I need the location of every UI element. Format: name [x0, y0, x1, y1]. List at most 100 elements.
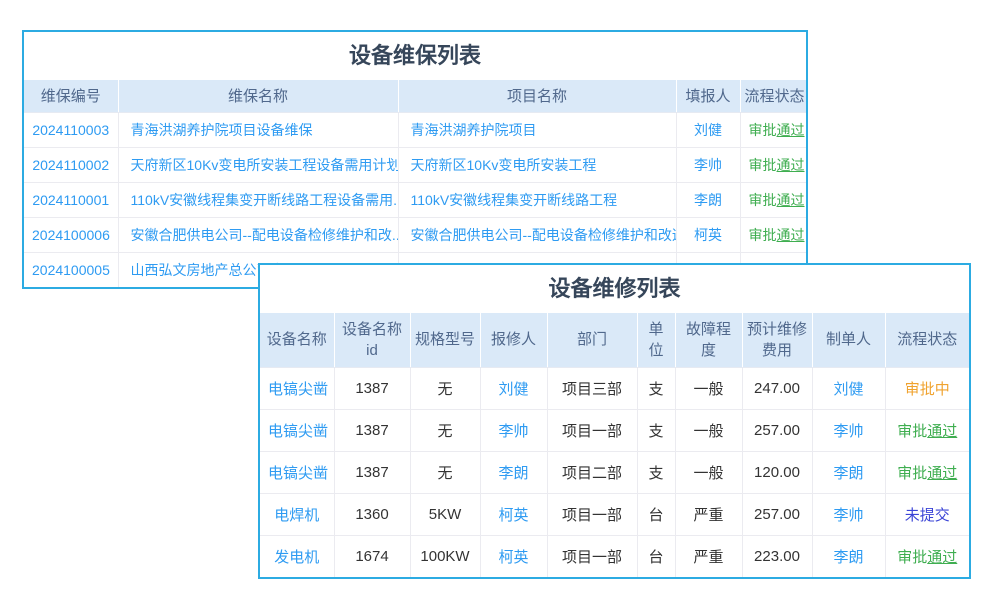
- column-header-reporter: 填报人: [676, 80, 741, 113]
- column-header-fault-level: 故障程度: [675, 313, 743, 368]
- maintenance-id-cell[interactable]: 2024110002: [24, 146, 119, 182]
- repair-table: 设备名称 设备名称id 规格型号 报修人 部门 单位 故障程度 预计维修费用 制单人 流程状态 电…: [260, 313, 969, 577]
- creator-cell[interactable]: 李朗: [812, 534, 886, 577]
- column-header-device-name: 设备名称: [260, 313, 335, 368]
- column-header-maintenance-id: 维保编号: [24, 80, 119, 113]
- unit-cell: 台: [637, 492, 676, 535]
- creator-cell[interactable]: 刘健: [812, 367, 886, 409]
- estimated-cost-cell: 223.00: [742, 534, 813, 577]
- repair-reporter-cell[interactable]: 刘健: [480, 367, 548, 409]
- department-cell: 项目三部: [547, 367, 638, 409]
- spec-model-cell: 100KW: [410, 534, 481, 577]
- unit-cell: 支: [637, 367, 676, 409]
- spec-model-cell: 无: [410, 408, 481, 451]
- department-cell: 项目二部: [547, 450, 638, 493]
- device-name-cell[interactable]: 电焊机: [260, 492, 335, 535]
- repair-reporter-cell[interactable]: 李帅: [480, 408, 548, 451]
- spec-model-cell: 无: [410, 450, 481, 493]
- project-name-cell[interactable]: 安徽合肥供电公司--配电设备检修维护和改造: [398, 216, 677, 252]
- status-cell[interactable]: 未提交: [885, 492, 969, 535]
- maintenance-list-card: 设备维保列表 维保编号 维保名称 项目名称 填报人 流程状态 2024110003 青海洪…: [22, 30, 808, 289]
- repair-header-row: 设备名称 设备名称id 规格型号 报修人 部门 单位 故障程度 预计维修费用 制单人 流程状态: [260, 313, 969, 368]
- column-header-spec-model: 规格型号: [410, 313, 481, 368]
- device-id-cell: 1387: [334, 408, 411, 451]
- fault-level-cell: 严重: [675, 534, 743, 577]
- fault-level-cell: 一般: [675, 450, 743, 493]
- estimated-cost-cell: 257.00: [742, 408, 813, 451]
- table-row: 2024110002 天府新区10Kv变电所安装工程设备需用计划 天府新区10Kv变…: [24, 146, 806, 182]
- department-cell: 项目一部: [547, 492, 638, 535]
- maintenance-name-cell[interactable]: 天府新区10Kv变电所安装工程设备需用计划: [118, 146, 399, 182]
- fault-level-cell: 一般: [675, 408, 743, 451]
- device-name-cell[interactable]: 电镐尖凿: [260, 408, 335, 451]
- estimated-cost-cell: 257.00: [742, 492, 813, 535]
- department-cell: 项目一部: [547, 534, 638, 577]
- maintenance-id-cell[interactable]: 2024110003: [24, 112, 119, 147]
- device-id-cell: 1360: [334, 492, 411, 535]
- maintenance-table-body: 2024110003 青海洪湖养护院项目设备维保 青海洪湖养护院项目 刘健 审批通过 20…: [24, 112, 806, 287]
- reporter-cell[interactable]: 柯英: [676, 216, 741, 252]
- status-link-text[interactable]: 通过: [927, 422, 958, 440]
- spec-model-cell: 无: [410, 367, 481, 409]
- repair-list-card: 设备维修列表 设备名称 设备名称id 规格型号 报修人 部门 单位 故障程度 预计维修费用 制单…: [258, 263, 971, 579]
- table-row: 电镐尖凿 1387 无李朗 项目二部支一般 120.00 李朗 审批通过: [260, 450, 969, 493]
- estimated-cost-cell: 120.00: [742, 450, 813, 493]
- status-link-text[interactable]: 通过: [776, 121, 805, 138]
- device-id-cell: 1387: [334, 367, 411, 409]
- unit-cell: 支: [637, 450, 676, 493]
- reporter-cell[interactable]: 李朗: [676, 181, 741, 217]
- column-header-unit: 单位: [637, 313, 676, 368]
- repair-reporter-cell[interactable]: 柯英: [480, 492, 548, 535]
- status-link-text[interactable]: 通过: [927, 464, 958, 482]
- status-link-text[interactable]: 通过: [927, 548, 958, 566]
- column-header-status: 流程状态: [740, 80, 806, 113]
- status-cell[interactable]: 审批通过: [740, 181, 806, 217]
- unit-cell: 支: [637, 408, 676, 451]
- repair-reporter-cell[interactable]: 李朗: [480, 450, 548, 493]
- fault-level-cell: 严重: [675, 492, 743, 535]
- status-cell[interactable]: 审批通过: [885, 534, 969, 577]
- maintenance-name-cell[interactable]: 青海洪湖养护院项目设备维保: [118, 112, 399, 147]
- maintenance-id-cell[interactable]: 2024100006: [24, 216, 119, 252]
- maintenance-id-cell[interactable]: 2024110001: [24, 181, 119, 217]
- status-cell[interactable]: 审批通过: [740, 216, 806, 252]
- column-header-status: 流程状态: [885, 313, 969, 368]
- maintenance-id-cell[interactable]: 2024100005: [24, 251, 119, 287]
- maintenance-header-row: 维保编号 维保名称 项目名称 填报人 流程状态: [24, 80, 806, 113]
- creator-cell[interactable]: 李朗: [812, 450, 886, 493]
- maintenance-table: 维保编号 维保名称 项目名称 填报人 流程状态 2024110003 青海洪湖养护院项目设…: [24, 80, 806, 287]
- status-link-text[interactable]: 通过: [776, 226, 805, 243]
- table-row: 电焊机 1360 5KW 柯英 项目一部台严重 257.00 李帅 未提交: [260, 492, 969, 535]
- reporter-cell[interactable]: 刘健: [676, 112, 741, 147]
- device-name-cell[interactable]: 电镐尖凿: [260, 367, 335, 409]
- status-cell[interactable]: 审批通过: [885, 408, 969, 451]
- department-cell: 项目一部: [547, 408, 638, 451]
- device-name-cell[interactable]: 发电机: [260, 534, 335, 577]
- project-name-cell[interactable]: 天府新区10Kv变电所安装工程: [398, 146, 677, 182]
- column-header-department: 部门: [547, 313, 638, 368]
- device-name-cell[interactable]: 电镐尖凿: [260, 450, 335, 493]
- device-id-cell: 1387: [334, 450, 411, 493]
- reporter-cell[interactable]: 李帅: [676, 146, 741, 182]
- table-row: 2024100006 安徽合肥供电公司--配电设备检修维护和改... 安徽合肥供电公…: [24, 216, 806, 252]
- device-id-cell: 1674: [334, 534, 411, 577]
- table-row: 电镐尖凿 1387 无李帅 项目一部支一般 257.00 李帅 审批通过: [260, 408, 969, 451]
- repair-list-title: 设备维修列表: [548, 276, 681, 301]
- creator-cell[interactable]: 李帅: [812, 492, 886, 535]
- status-link-text[interactable]: 通过: [776, 156, 805, 173]
- status-link-text[interactable]: 通过: [776, 191, 805, 208]
- project-name-cell[interactable]: 110kV安徽线程集变开断线路工程: [398, 181, 677, 217]
- status-cell[interactable]: 审批中: [904, 380, 950, 398]
- maintenance-name-cell[interactable]: 安徽合肥供电公司--配电设备检修维护和改...: [118, 216, 399, 252]
- status-cell[interactable]: 审批通过: [885, 450, 969, 493]
- repair-reporter-cell[interactable]: 柯英: [480, 534, 548, 577]
- table-row: 电镐尖凿 1387 无刘健 项目三部支一般 247.00 刘健 审批中: [260, 367, 969, 409]
- column-header-creator: 制单人: [812, 313, 886, 368]
- unit-cell: 台: [637, 534, 676, 577]
- project-name-cell[interactable]: 青海洪湖养护院项目: [398, 112, 677, 147]
- estimated-cost-cell: 247.00: [742, 367, 813, 409]
- maintenance-name-cell[interactable]: 110kV安徽线程集变开断线路工程设备需用...: [118, 181, 399, 217]
- status-cell[interactable]: 审批通过: [740, 146, 806, 182]
- creator-cell[interactable]: 李帅: [812, 408, 886, 451]
- status-cell[interactable]: 审批通过: [748, 121, 805, 138]
